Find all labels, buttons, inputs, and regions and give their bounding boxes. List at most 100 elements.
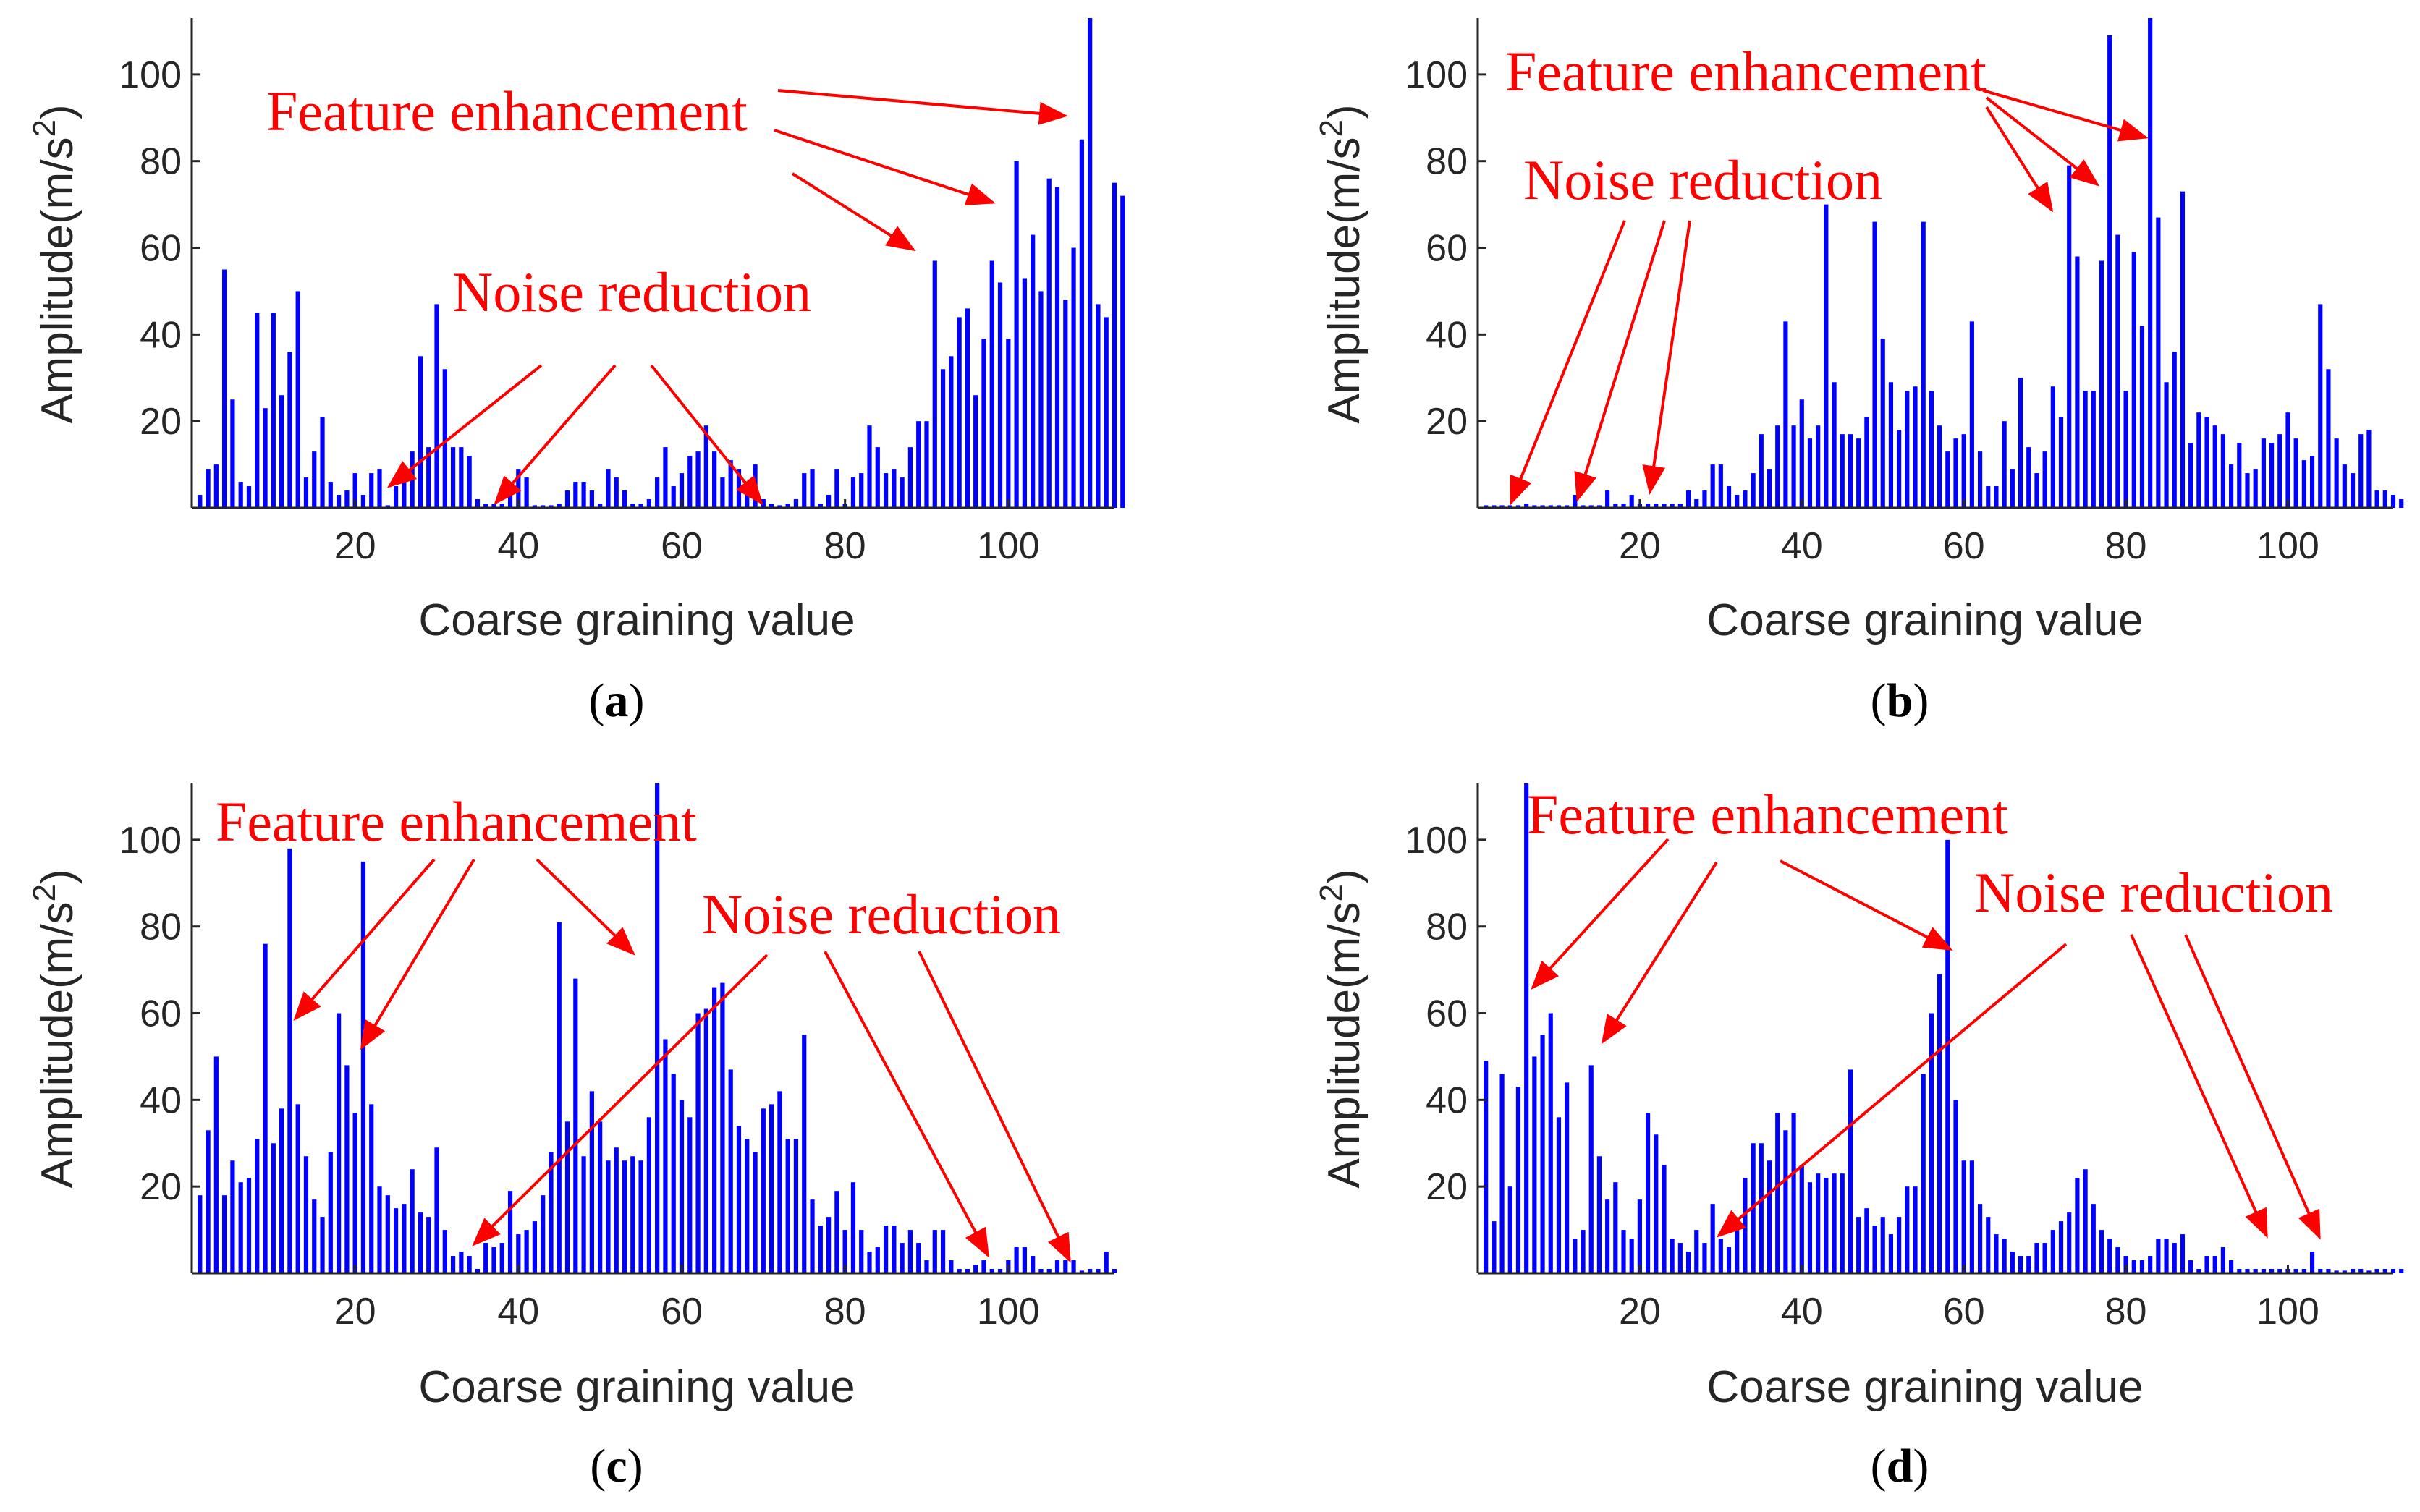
bar	[1791, 1113, 1796, 1273]
bar	[2010, 469, 2015, 508]
x-tick-label: 100	[2256, 525, 2319, 567]
bar	[2374, 1269, 2379, 1273]
bar	[2172, 352, 2177, 508]
bar	[507, 1191, 513, 1273]
bar	[785, 1139, 790, 1273]
y-tick-label: 100	[1405, 54, 1468, 96]
y-axis-label-a: Amplitude(m/s2)	[27, 104, 83, 423]
annotation-arrows-c	[293, 858, 1071, 1263]
arrow-a-fe-3	[791, 172, 916, 252]
bar	[1840, 434, 1845, 508]
bar	[2269, 1269, 2275, 1273]
bar	[1104, 1252, 1109, 1273]
bar	[712, 451, 717, 508]
bar	[1678, 1243, 1683, 1273]
bar	[2115, 234, 2120, 508]
y-tick-label: 60	[140, 993, 182, 1035]
bar	[1888, 382, 1894, 508]
bar	[1880, 339, 1885, 508]
x-tick-label: 20	[334, 1291, 376, 1333]
bar	[2083, 391, 2088, 508]
bar	[483, 1243, 488, 1273]
bar	[1824, 204, 1829, 508]
x-axis-label-d: Coarse graining value	[1706, 1362, 2143, 1412]
bar	[1588, 505, 1594, 508]
y-tick-label: 20	[140, 1166, 182, 1208]
bar	[2204, 417, 2209, 508]
panel-d: 20 40 60 80 100 20 40 60 80 100 Coarse graining …	[1313, 783, 2404, 1492]
bar	[1929, 1013, 1934, 1273]
y-tick-label: 80	[140, 906, 182, 948]
bar	[499, 1243, 504, 1273]
annotation-noise-reduction-c: Noise reduction	[702, 883, 1061, 946]
bar	[1767, 469, 1772, 508]
bar	[1581, 1230, 1586, 1273]
bar	[598, 1121, 603, 1273]
bar	[2366, 430, 2372, 508]
bar	[524, 1230, 529, 1273]
bar	[630, 1156, 635, 1273]
bar	[2042, 1243, 2047, 1273]
panel-label-d: (d)	[1871, 1440, 1929, 1492]
arrow-b-fe-3	[1985, 106, 2054, 213]
bar	[573, 978, 578, 1273]
arrow-a-nr-1	[386, 364, 543, 488]
bar	[2099, 260, 2104, 508]
bar	[336, 495, 342, 508]
bar	[1824, 1178, 1829, 1273]
bar	[2099, 1230, 2104, 1273]
bar	[932, 1230, 937, 1273]
x-tick-label: 20	[334, 525, 376, 567]
bar	[753, 1152, 758, 1273]
bar	[638, 1160, 643, 1273]
y-tick-labels-b: 20 40 60 80 100	[1405, 54, 1486, 443]
bar	[1726, 1247, 1732, 1273]
bar	[2326, 1269, 2331, 1273]
bar	[483, 504, 488, 508]
bar	[312, 1199, 317, 1273]
y-tick-label: 100	[1405, 820, 1468, 862]
bar	[1986, 1217, 1991, 1273]
bar	[2342, 1270, 2347, 1273]
bar	[385, 1195, 390, 1273]
bar	[549, 1152, 554, 1273]
arrow-a-nr-3	[650, 364, 763, 506]
bar	[769, 504, 774, 508]
bar	[793, 499, 799, 508]
bar	[2034, 1243, 2039, 1273]
bar	[1565, 505, 1570, 508]
bar	[1507, 505, 1512, 508]
bar	[434, 304, 439, 508]
y-tick-labels-d: 20 40 60 80 100	[1405, 820, 1486, 1208]
bar	[655, 783, 660, 1273]
bar	[1573, 495, 1578, 508]
bar	[1524, 504, 1529, 508]
arrow-c-fe-2	[360, 858, 475, 1050]
bar	[442, 1230, 447, 1273]
bar	[2212, 425, 2217, 508]
bar	[1694, 499, 1699, 508]
bar	[1654, 504, 1659, 508]
bar	[1063, 300, 1068, 508]
bar	[1088, 1269, 1093, 1273]
bar	[622, 1160, 627, 1273]
bar	[867, 1252, 872, 1273]
bar	[720, 982, 725, 1273]
x-tick-labels-d: 20 40 60 80 100	[1619, 1265, 2319, 1333]
bar	[1897, 1217, 1902, 1273]
arrow-b-nr-2	[1574, 220, 1666, 502]
bar	[377, 469, 382, 508]
bar	[997, 282, 1003, 508]
bar	[1054, 187, 1060, 508]
arrow-c-nr-3	[918, 951, 1071, 1263]
bar	[900, 477, 905, 508]
bar	[206, 469, 211, 508]
x-tick-label: 40	[1781, 1291, 1823, 1333]
panel-label-b: (b)	[1871, 674, 1929, 727]
bar	[1031, 1256, 1036, 1273]
bar	[1685, 490, 1691, 508]
annotation-noise-reduction-d: Noise reduction	[1974, 861, 2333, 924]
bar	[1662, 1165, 1667, 1273]
bar	[2350, 1269, 2356, 1273]
bar	[1532, 505, 1537, 508]
